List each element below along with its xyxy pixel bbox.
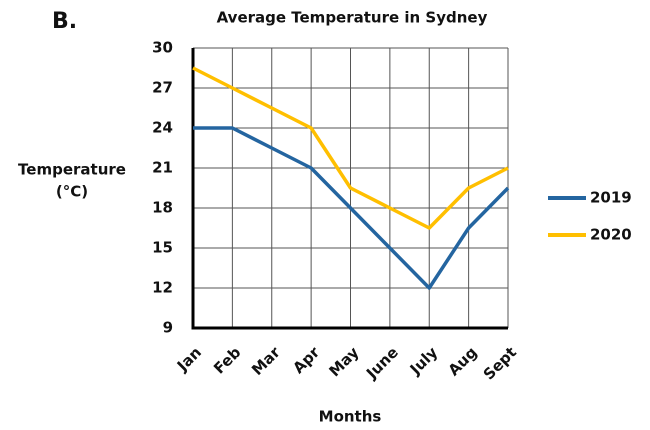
x-tick-label: May <box>325 343 362 380</box>
y-tick-label: 21 <box>152 159 173 177</box>
legend-label: 2020 <box>590 226 632 244</box>
x-tick-label: June <box>362 343 402 383</box>
panel-label: B. <box>52 9 77 34</box>
x-axis-label: Months <box>319 408 382 426</box>
y-tick-label: 9 <box>163 319 173 337</box>
x-tick-label: Jan <box>173 343 205 375</box>
x-tick-label: Sept <box>480 343 520 383</box>
series-line <box>193 126 510 290</box>
legend-label: 2019 <box>590 189 632 207</box>
chart-title: Average Temperature in Sydney <box>217 9 488 27</box>
x-tick-label: Feb <box>210 343 245 378</box>
y-tick-label: 30 <box>152 39 173 57</box>
x-tick-label: Apr <box>289 343 323 377</box>
y-axis-label: Temperature <box>18 161 126 179</box>
y-tick-label: 27 <box>152 79 173 97</box>
y-tick-label: 15 <box>152 239 173 257</box>
y-tick-label: 24 <box>152 119 173 137</box>
series-line <box>192 66 509 230</box>
y-tick-label: 12 <box>152 279 173 297</box>
y-axis-label: (°C) <box>56 183 88 201</box>
y-tick-label: 18 <box>152 199 173 217</box>
x-tick-label: Mar <box>248 343 284 379</box>
x-tick-label: Aug <box>445 343 481 379</box>
x-tick-label: July <box>406 343 442 379</box>
